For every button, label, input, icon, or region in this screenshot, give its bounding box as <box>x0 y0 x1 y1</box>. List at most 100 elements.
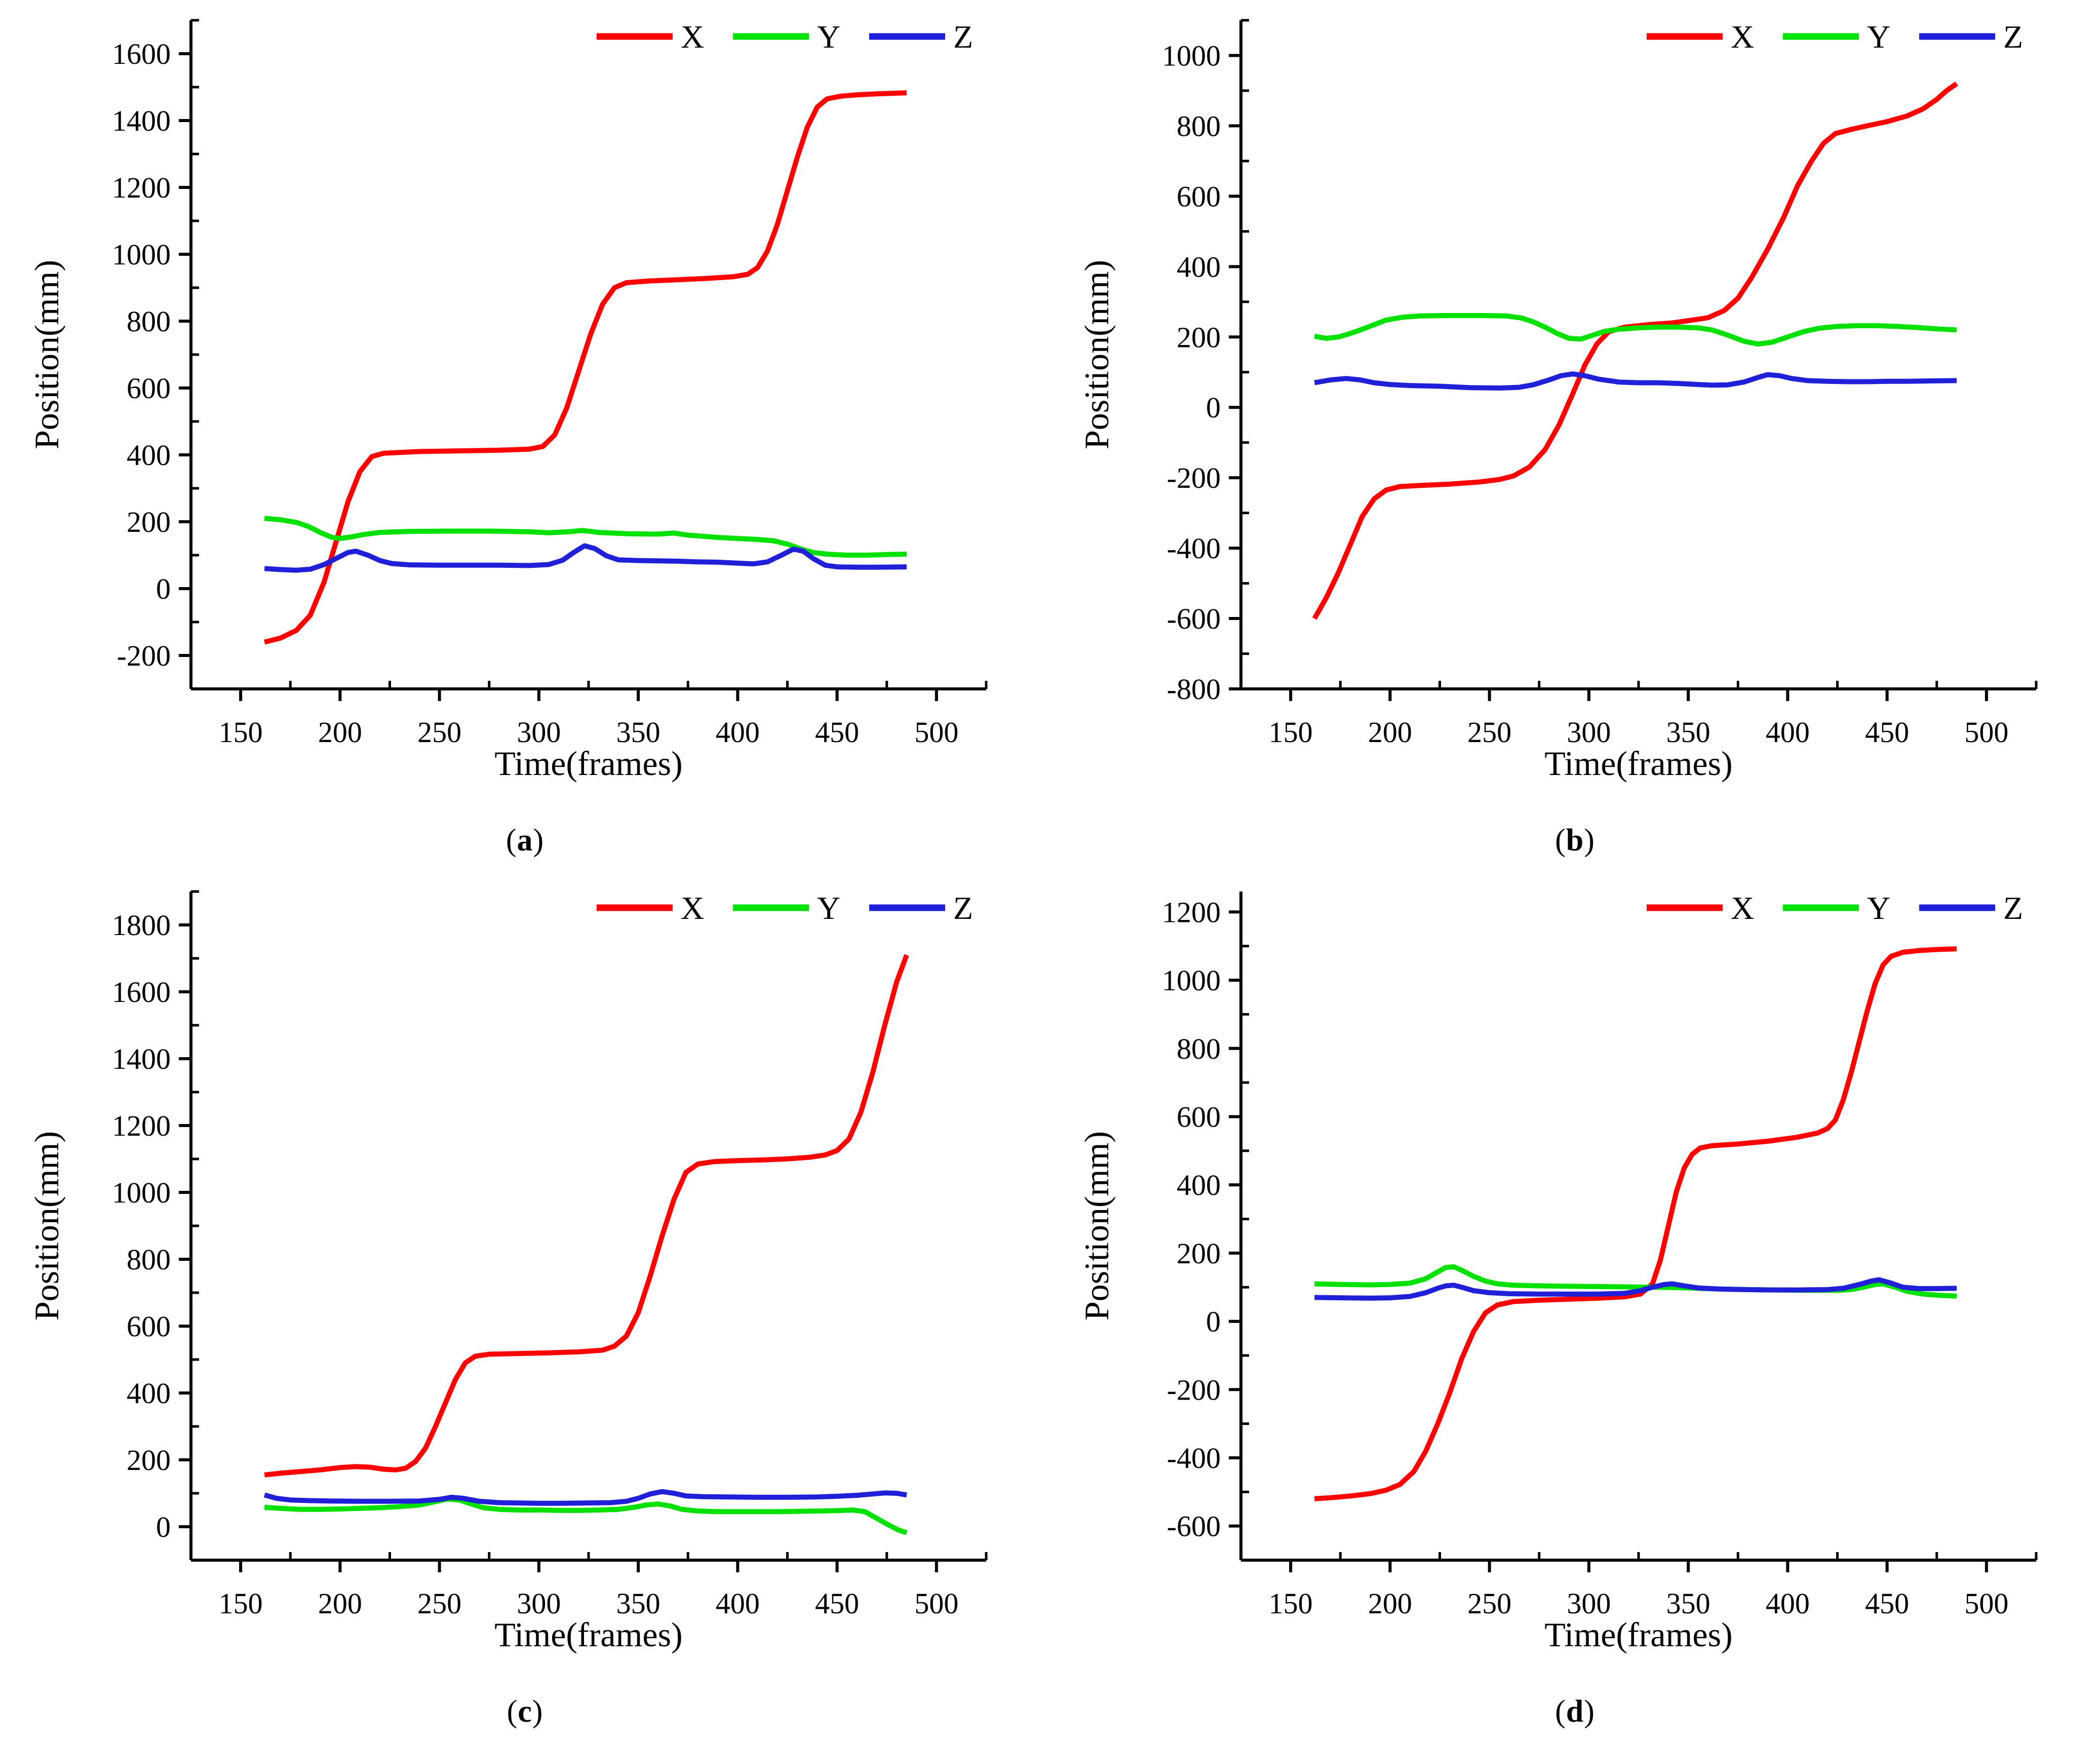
panel-b: -800 -600 -400 -200 0 200 400 600 800 1000 150 200 2… <box>1050 0 2100 871</box>
x-axis-title: Time(frames) <box>494 1615 682 1654</box>
legend-item-Y: Y <box>1782 19 1890 55</box>
legend-item-X: X <box>596 19 704 55</box>
x-tick-label: 500 <box>1964 716 2008 749</box>
y-tick-label: 600 <box>127 372 171 405</box>
legend-label-Y: Y <box>817 19 840 55</box>
caption-c: (c) <box>507 1696 543 1727</box>
y-tick-label: 1600 <box>112 976 171 1009</box>
y-tick-label: 200 <box>1177 321 1221 354</box>
y-tick-label: 600 <box>127 1310 171 1343</box>
x-tick-label: 350 <box>616 1587 660 1620</box>
y-tick-label: 0 <box>1206 391 1221 424</box>
x-tick-label: 300 <box>517 1587 561 1620</box>
chart-a: -200 0 200 400 600 800 1000 1200 1400 1600 150 200 2… <box>19 0 1032 821</box>
legend-label-X: X <box>681 890 704 926</box>
legend-item-X: X <box>1646 890 1754 926</box>
y-tick-label: 1200 <box>1162 896 1221 928</box>
x-tick-label: 300 <box>1567 716 1611 749</box>
legend-label-Y: Y <box>1867 19 1890 55</box>
x-tick-label: 150 <box>1268 1587 1312 1620</box>
legend-label-X: X <box>1731 19 1754 55</box>
x-tick-label: 400 <box>1765 716 1809 749</box>
y-axis-title: Position(mm) <box>27 1131 66 1321</box>
chart-b: -800 -600 -400 -200 0 200 400 600 800 1000 150 200 2… <box>1069 0 2082 821</box>
series-Z-line <box>1313 371 1957 391</box>
x-tick-label: 250 <box>417 716 461 749</box>
x-tick-label: 250 <box>1467 716 1511 749</box>
legend-item-Z: Z <box>1919 19 2023 55</box>
x-tick-label: 500 <box>914 1587 958 1620</box>
series-Y-line <box>1313 313 1957 347</box>
x-tick-label: 350 <box>616 716 660 749</box>
y-tick-label: -400 <box>1166 1442 1220 1475</box>
y-tick-label: 1200 <box>112 1109 171 1142</box>
axes <box>189 892 986 1562</box>
caption-d: (d) <box>1555 1696 1595 1727</box>
x-tick-label: 200 <box>318 716 362 749</box>
y-tick-label: 200 <box>1177 1237 1221 1270</box>
axes <box>1239 20 2036 690</box>
caption-c-open: ( <box>507 1694 518 1729</box>
x-tick-label: 400 <box>1765 1587 1809 1620</box>
tick-labels: -800 -600 -400 -200 0 200 400 600 800 1000 150 200 2… <box>1162 39 2008 749</box>
y-tick-label: 1000 <box>112 238 171 271</box>
x-tick-label: 350 <box>1666 1587 1710 1620</box>
legend-label-Y: Y <box>817 890 840 926</box>
y-tick-label: 0 <box>156 1511 171 1543</box>
legend-item-X: X <box>596 890 704 926</box>
tick-marks <box>1228 19 2037 701</box>
legend-label-Z: Z <box>953 19 973 55</box>
y-tick-label: 400 <box>1177 250 1221 283</box>
tick-marks <box>1228 910 2037 1572</box>
x-tick-label: 450 <box>815 1587 859 1620</box>
series-Z-line <box>1314 1277 1957 1301</box>
x-tick-label: 350 <box>1666 716 1710 749</box>
y-tick-label: -600 <box>1166 1510 1220 1543</box>
x-tick-label: 400 <box>715 1587 759 1620</box>
y-tick-label: -600 <box>1166 602 1220 635</box>
legend-item-Z: Z <box>869 19 973 55</box>
y-tick-label: 0 <box>1206 1305 1221 1338</box>
y-tick-label: 800 <box>1177 109 1221 142</box>
y-tick-label: 800 <box>127 305 171 338</box>
legend-label-X: X <box>681 19 704 55</box>
y-axis-title: Position(mm) <box>1077 1131 1116 1321</box>
y-axis-title: Position(mm) <box>1077 260 1116 449</box>
y-tick-label: 800 <box>1177 1032 1221 1065</box>
x-tick-label: 450 <box>1865 1587 1909 1620</box>
x-tick-label: 200 <box>1368 716 1412 749</box>
y-tick-label: -800 <box>1166 673 1220 706</box>
y-tick-label: 600 <box>1177 180 1221 213</box>
legend-label-Z: Z <box>953 890 973 926</box>
legend-label-Z: Z <box>2003 890 2023 926</box>
legend-label-X: X <box>1731 890 1754 926</box>
x-tick-label: 450 <box>1865 716 1909 749</box>
y-tick-label: 400 <box>127 439 171 472</box>
y-tick-label: 200 <box>127 506 171 538</box>
axes <box>1239 892 2036 1562</box>
series-Z-line <box>264 543 907 573</box>
y-tick-label: -200 <box>116 639 170 672</box>
legend: X Y Z <box>1646 890 2023 926</box>
legend-item-Y: Y <box>1782 890 1890 926</box>
x-tick-label: 300 <box>1567 1587 1611 1620</box>
series-X-line <box>1312 82 1958 620</box>
y-tick-label: 1200 <box>112 171 171 204</box>
y-tick-label: 800 <box>127 1243 171 1276</box>
x-tick-label: 300 <box>517 716 561 749</box>
legend: X Y Z <box>596 19 973 55</box>
chart-d: -600 -400 -200 0 200 400 600 800 1000 1200 150 200 2… <box>1069 871 2082 1692</box>
caption-a-letter: a <box>517 823 533 858</box>
caption-b: (b) <box>1555 825 1595 856</box>
caption-d-close: ) <box>1584 1694 1595 1729</box>
y-tick-label: 1600 <box>112 37 171 70</box>
y-tick-label: 1000 <box>1162 964 1221 997</box>
caption-a: (a) <box>506 825 544 856</box>
x-tick-label: 150 <box>1268 716 1312 749</box>
y-tick-label: 600 <box>1177 1100 1221 1133</box>
legend-item-Y: Y <box>732 19 840 55</box>
caption-b-open: ( <box>1555 823 1566 858</box>
legend-item-Z: Z <box>869 890 973 926</box>
tick-marks <box>178 890 987 1572</box>
